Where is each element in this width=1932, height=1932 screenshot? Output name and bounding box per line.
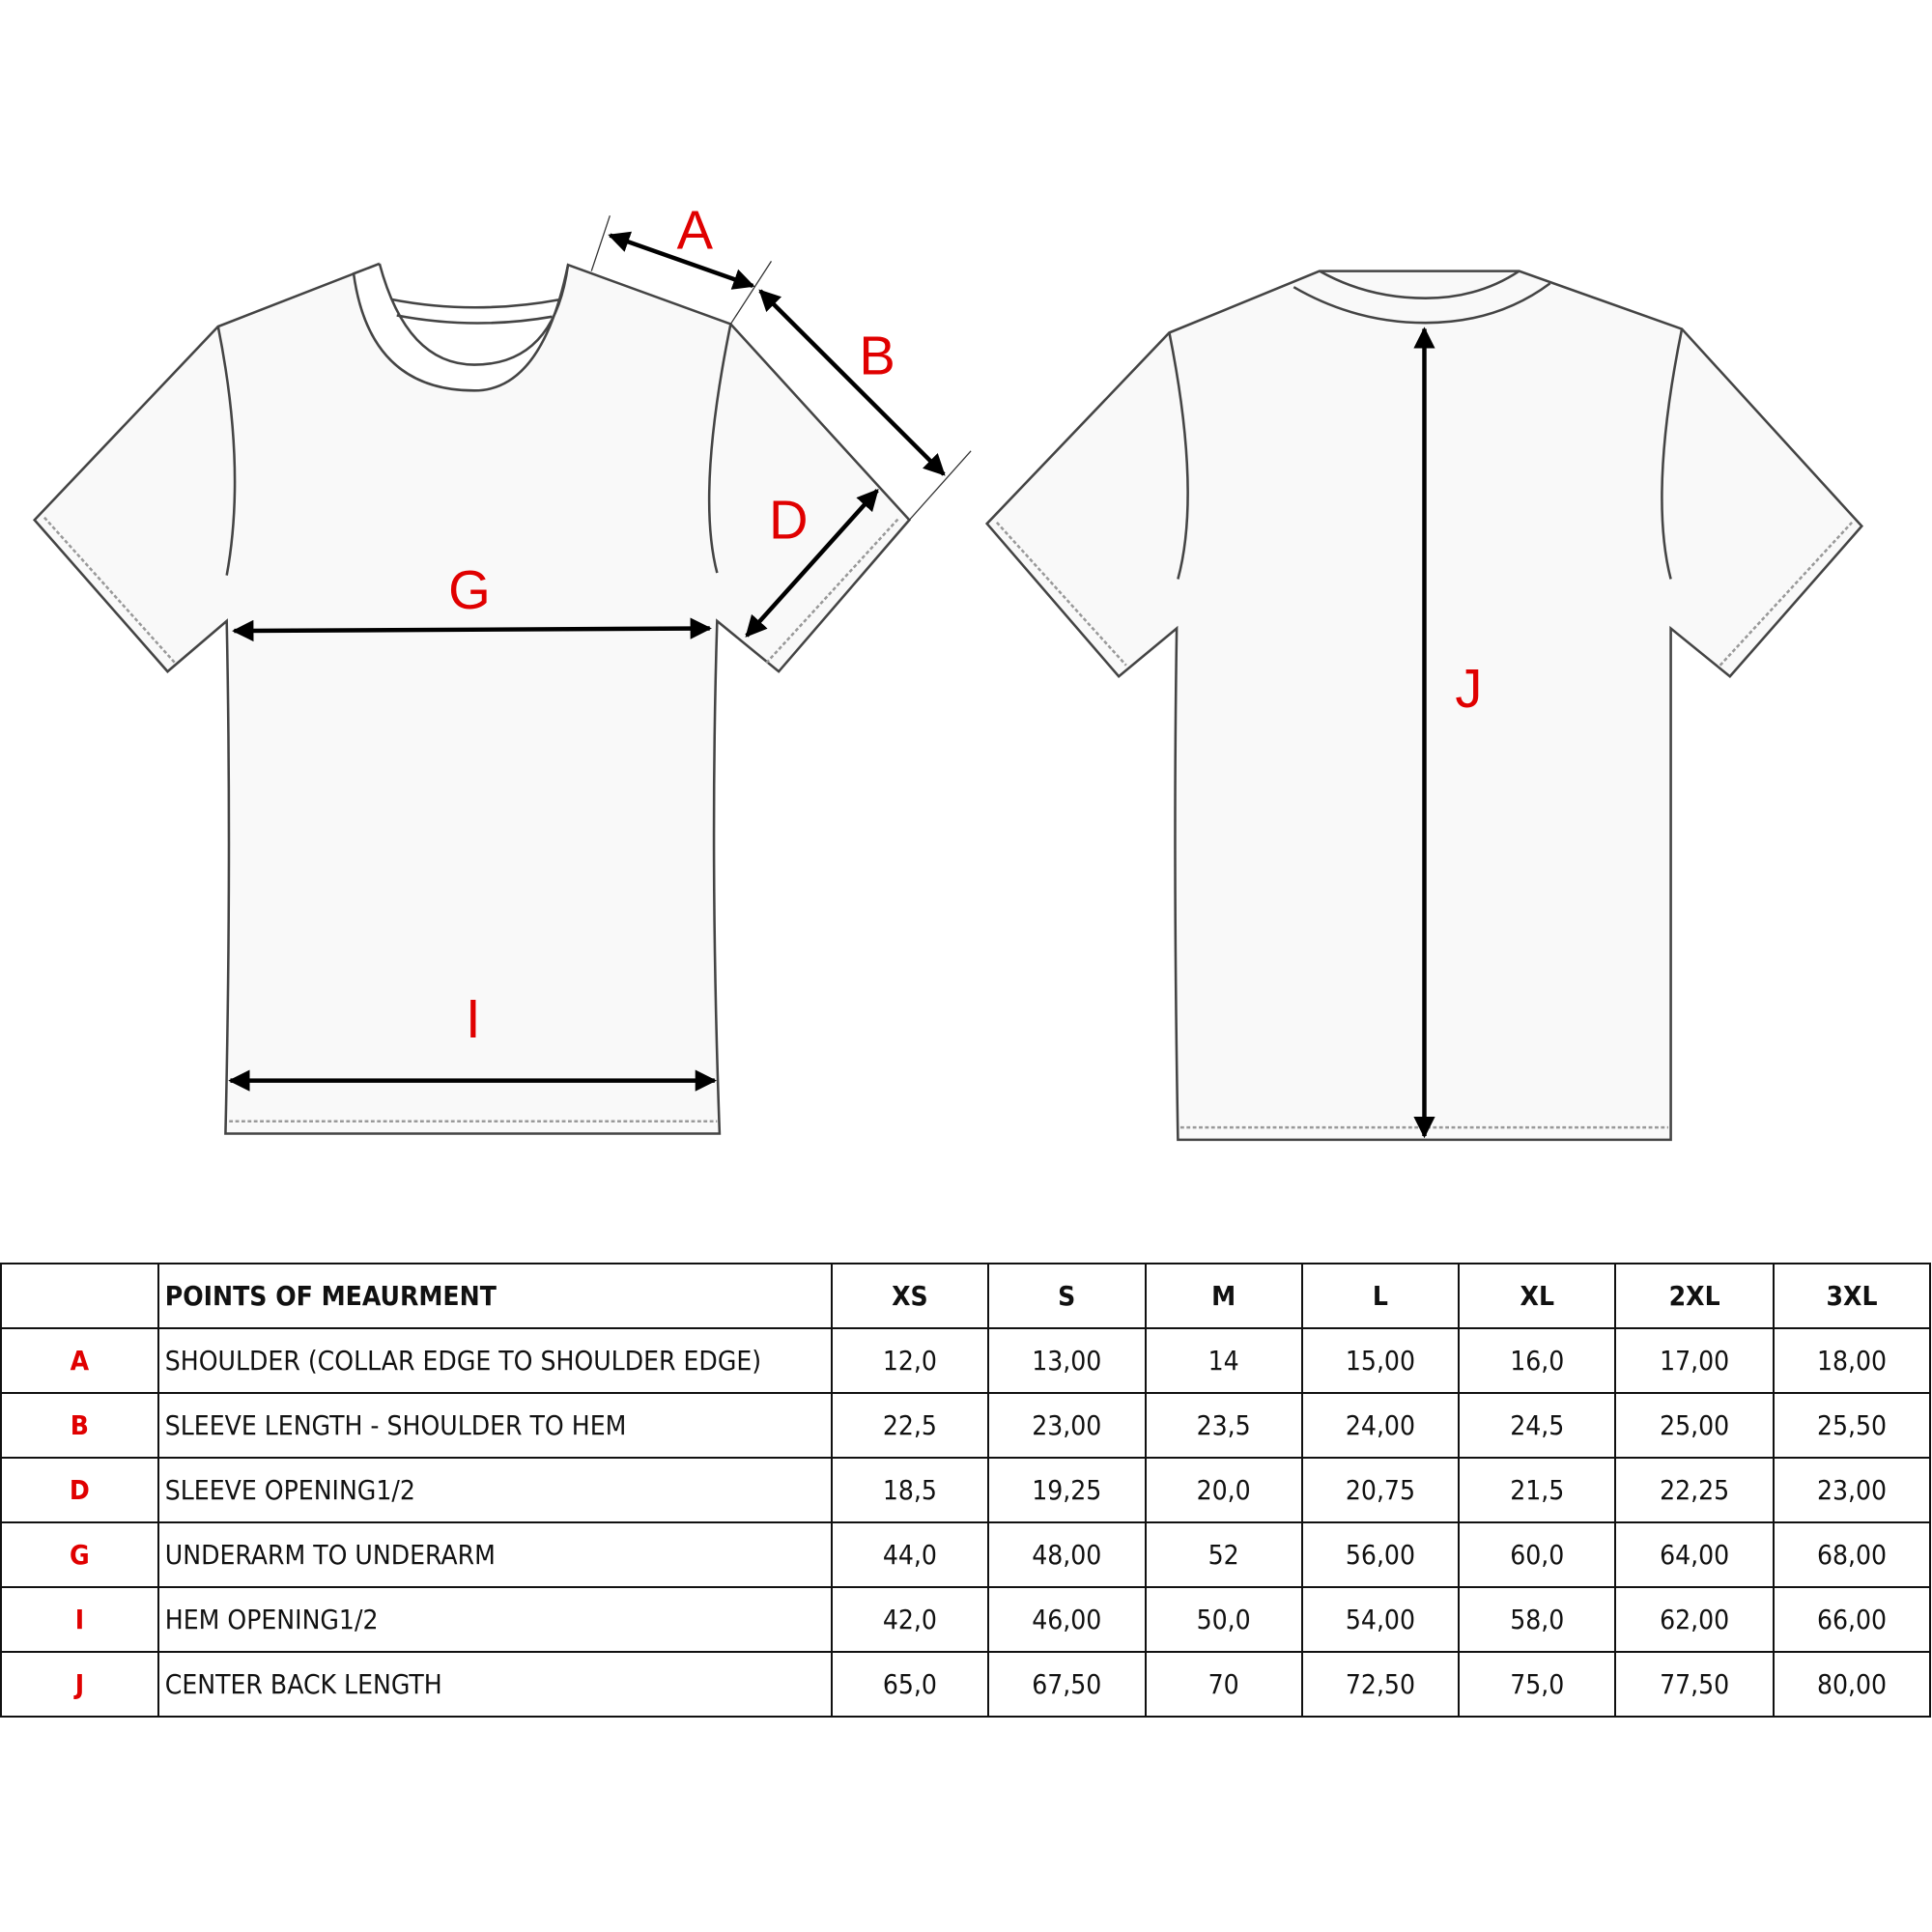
measurement-value: 52 [1144,1521,1303,1588]
label-b: B [859,326,895,386]
measurement-value: 19,25 [986,1457,1147,1523]
measurement-value: 13,00 [986,1327,1147,1394]
measurement-value: 15,00 [1300,1327,1461,1394]
header-code [0,1263,159,1329]
arrow-d [745,488,879,638]
header-size: XL [1458,1263,1617,1329]
measurement-value: 46,00 [986,1586,1147,1653]
table-header-row: POINTS OF MEAURMENT XS S M L XL 2XL 3XL [0,1263,1931,1329]
measurement-code: A [0,1327,159,1394]
measurement-value: 60,0 [1458,1521,1617,1588]
measurement-value: 54,00 [1300,1586,1461,1653]
measurement-description: UNDERARM TO UNDERARM [156,1521,834,1588]
measurement-value: 56,00 [1300,1521,1461,1588]
header-size: XS [831,1263,989,1329]
measurement-description: SLEEVE OPENING1/2 [156,1457,834,1523]
measurement-description: CENTER BACK LENGTH [156,1651,834,1718]
label-i: I [466,988,481,1049]
measurement-value: 23,00 [986,1392,1147,1459]
arrow-a [608,231,755,290]
measurement-value: 75,0 [1458,1651,1617,1718]
table-row: A SHOULDER (COLLAR EDGE TO SHOULDER EDGE)… [0,1327,1931,1394]
header-size: S [986,1263,1147,1329]
measurement-value: 20,75 [1300,1457,1461,1523]
measurement-value: 58,0 [1458,1586,1617,1653]
table-row: G UNDERARM TO UNDERARM 44,0 48,00 52 56,00 60,… [0,1521,1931,1588]
table-row: B SLEEVE LENGTH - SHOULDER TO HEM 22,5 23,0… [0,1392,1931,1459]
measurement-code: D [0,1457,159,1523]
header-size: 3XL [1773,1263,1931,1329]
header-size: M [1144,1263,1303,1329]
measurement-value: 22,25 [1614,1457,1776,1523]
measurement-description: SHOULDER (COLLAR EDGE TO SHOULDER EDGE) [156,1327,834,1394]
measurement-value: 80,00 [1773,1651,1931,1718]
measurement-code: G [0,1521,159,1588]
measurement-code: I [0,1586,159,1653]
label-d: D [769,489,809,550]
measurement-description: SLEEVE LENGTH - SHOULDER TO HEM [156,1392,834,1459]
measurement-value: 23,5 [1144,1392,1303,1459]
measurement-value: 18,00 [1773,1327,1931,1394]
measurement-description: HEM OPENING1/2 [156,1586,834,1653]
tshirt-diagram: A B D G I J [32,200,1864,1142]
measurement-value: 77,50 [1614,1651,1776,1718]
measurement-value: 72,50 [1300,1651,1461,1718]
measurement-value: 25,00 [1614,1392,1776,1459]
header-size: 2XL [1614,1263,1776,1329]
measurement-value: 14 [1144,1327,1303,1394]
measurement-value: 16,0 [1458,1327,1617,1394]
measurement-value: 70 [1144,1651,1303,1718]
header-description: POINTS OF MEAURMENT [156,1263,834,1329]
measurement-value: 64,00 [1614,1521,1776,1588]
measurement-value: 21,5 [1458,1457,1617,1523]
measurement-value: 12,0 [831,1327,989,1394]
measurement-value: 24,00 [1300,1392,1461,1459]
measurement-value: 48,00 [986,1521,1147,1588]
extension-lines [590,215,972,521]
measurement-value: 17,00 [1614,1327,1776,1394]
table-row: D SLEEVE OPENING1/2 18,5 19,25 20,0 20,75 21,5… [0,1457,1931,1523]
measurement-value: 22,5 [831,1392,989,1459]
measurement-value: 20,0 [1144,1457,1303,1523]
arrow-b [758,289,946,476]
label-a: A [677,200,714,261]
front-tshirt [32,262,912,1135]
measurement-value: 62,00 [1614,1586,1776,1653]
size-chart-table: POINTS OF MEAURMENT XS S M L XL 2XL 3XL … [0,1263,1931,1718]
measurement-code: B [0,1392,159,1459]
measurement-value: 67,50 [986,1651,1147,1718]
measurement-value: 66,00 [1773,1586,1931,1653]
measurement-value: 42,0 [831,1586,989,1653]
measurement-value: 68,00 [1773,1521,1931,1588]
arrow-g [232,617,712,642]
table-row: J CENTER BACK LENGTH 65,0 67,50 70 72,50 75,0 7… [0,1651,1931,1718]
measurement-value: 25,50 [1773,1392,1931,1459]
measurement-value: 50,0 [1144,1586,1303,1653]
measurement-value: 65,0 [831,1651,989,1718]
measurement-code: J [0,1651,159,1718]
header-size: L [1300,1263,1461,1329]
measurement-value: 18,5 [831,1457,989,1523]
table-row: I HEM OPENING1/2 42,0 46,00 50,0 54,00 58,0 62,… [0,1586,1931,1653]
measurement-value: 44,0 [831,1521,989,1588]
measurement-value: 24,5 [1458,1392,1617,1459]
label-j: J [1455,658,1482,719]
label-g: G [448,559,491,620]
measurement-value: 23,00 [1773,1457,1931,1523]
